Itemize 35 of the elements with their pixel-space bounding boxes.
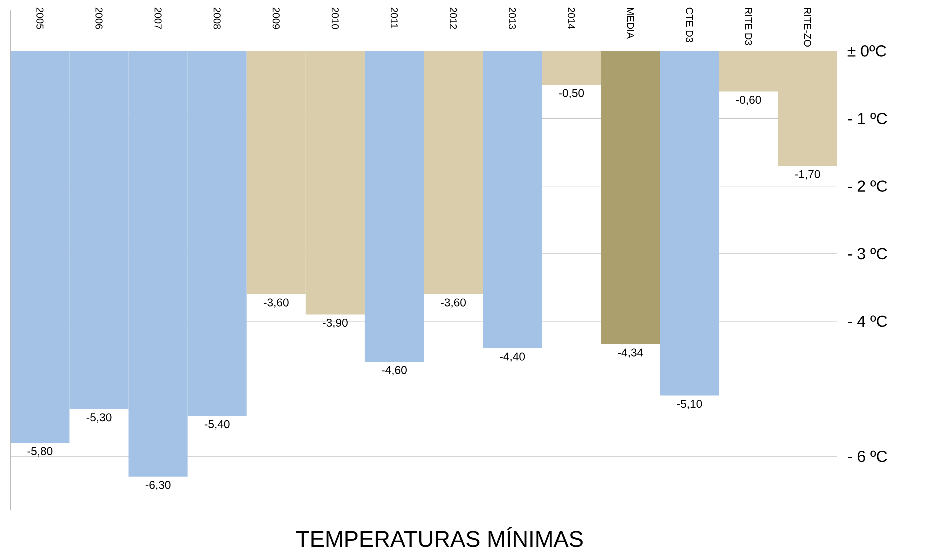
- data-label: -4,34: [618, 348, 644, 358]
- y-tick-label: - 1 ºC: [848, 113, 888, 124]
- y-tick-label: - 3 ºC: [848, 248, 888, 260]
- x-tick-label: 2014: [568, 8, 576, 30]
- data-label: -1,70: [795, 170, 820, 180]
- data-label: -5,40: [204, 420, 230, 430]
- y-tick-label: - 4 ºC: [848, 316, 888, 328]
- x-tick-label: 2013: [509, 8, 516, 30]
- text: TEMPERATURAS MÍNIMAS: [296, 527, 583, 548]
- data-label: -5,10: [677, 400, 702, 410]
- x-tick-label: RITE D3: [745, 8, 752, 46]
- data-label: -0,60: [736, 96, 762, 106]
- y-tick-label: - 6 ºC: [848, 450, 888, 462]
- x-tick-label: 2012: [450, 8, 458, 30]
- y-tick-label: - 2 ºC: [848, 180, 888, 192]
- data-label: -3,60: [264, 298, 289, 308]
- x-tick-label: 2006: [96, 8, 103, 30]
- data-label: -6,30: [146, 481, 171, 490]
- x-tick-label: 2011: [390, 8, 398, 28]
- x-tick-label: CTE D3: [686, 8, 694, 42]
- x-tick-label: 2007: [154, 8, 162, 30]
- data-label: -4,60: [382, 366, 407, 376]
- x-tick-label: 2009: [272, 8, 280, 30]
- y-tick-label: ± 0ºC: [848, 46, 886, 57]
- x-tick-label: RITE-ZO: [804, 8, 812, 47]
- data-label: -4,40: [500, 352, 526, 362]
- data-label: -5,80: [28, 447, 53, 457]
- x-tick-label: 2010: [332, 8, 339, 30]
- x-tick-label: MEDIA: [627, 8, 634, 40]
- x-tick-label: 2005: [36, 8, 44, 30]
- data-label: -5,30: [86, 414, 112, 423]
- x-tick-label: 2008: [214, 8, 221, 30]
- data-label: -3,90: [323, 318, 348, 328]
- data-label: -3,60: [441, 298, 466, 308]
- data-label: -0,50: [559, 89, 584, 99]
